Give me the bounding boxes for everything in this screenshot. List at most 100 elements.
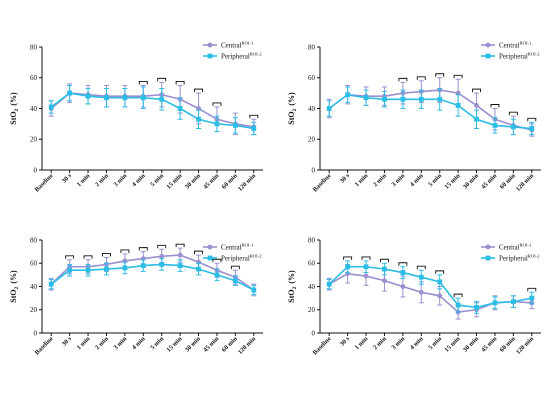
significance-bracket xyxy=(102,252,111,257)
legend-superscript: ROI-1 xyxy=(242,242,254,247)
significance-bracket xyxy=(398,262,408,266)
x-tick-label: 15 min xyxy=(443,172,461,190)
data-point-peripheral xyxy=(474,305,479,310)
y-axis-label: StO2 (%) xyxy=(9,270,20,303)
data-point-central xyxy=(400,284,406,289)
legend-name: Peripheral xyxy=(499,52,528,60)
significance-bracket xyxy=(65,255,75,259)
data-point-peripheral xyxy=(400,96,406,102)
x-tick-label: 120 min xyxy=(515,335,536,356)
x-tick-label: 15 min xyxy=(443,335,461,353)
x-tick-label: 45 min xyxy=(480,172,498,190)
x-tick-label: 5 min xyxy=(149,335,165,351)
series-central xyxy=(326,263,535,320)
significance-bracket xyxy=(380,258,389,263)
significance-bracket xyxy=(416,265,426,270)
significance-bracket xyxy=(212,258,222,263)
y-axis-label-sub: 2 xyxy=(292,108,298,111)
significance-bracket xyxy=(527,287,537,292)
data-point-peripheral xyxy=(104,266,109,272)
legend-superscript: ROI-2 xyxy=(528,51,540,56)
y-tick-label: 0 xyxy=(312,329,316,337)
x-tick-label: Baseline xyxy=(312,172,333,193)
data-point-peripheral xyxy=(382,96,387,102)
y-axis-label-unit: (%) xyxy=(287,270,296,286)
y-tick-label: 80 xyxy=(30,43,38,51)
legend-superscript: ROI-1 xyxy=(520,40,532,45)
x-tick-label: 4 min xyxy=(409,335,425,351)
significance-bracket xyxy=(120,249,130,253)
legend: CentralROI-1 PeripheralROI-2 xyxy=(203,40,262,60)
data-point-peripheral xyxy=(400,270,406,275)
x-tick-label: 5 min xyxy=(427,335,443,351)
data-point-peripheral xyxy=(67,267,73,273)
significance-bracket xyxy=(343,256,353,260)
x-tick-label: 3 min xyxy=(390,172,406,188)
data-point-peripheral xyxy=(196,116,201,122)
x-tick-label: 45 min xyxy=(202,172,220,190)
data-point-peripheral xyxy=(232,278,238,284)
legend-name: Peripheral xyxy=(499,254,528,262)
data-point-peripheral xyxy=(177,263,183,268)
series-peripheral xyxy=(48,258,257,296)
y-axis-label-main: StO xyxy=(287,289,296,302)
x-tick-label: 4 min xyxy=(131,335,147,351)
x-tick-label: 120 min xyxy=(237,335,258,356)
data-point-central xyxy=(474,103,479,108)
significance-bracket xyxy=(157,77,167,82)
x-tick-label: 1 min xyxy=(76,335,92,351)
data-point-peripheral xyxy=(363,264,369,270)
x-tick-label: 30 s xyxy=(339,335,352,348)
significance-bracket xyxy=(138,80,148,85)
legend-label-peripheral: PeripheralROI-2 xyxy=(221,253,262,262)
legend-marker-central xyxy=(207,42,213,48)
data-point-peripheral xyxy=(140,263,146,268)
significance-bracket xyxy=(212,102,222,106)
y-tick-label: 20 xyxy=(308,306,316,314)
x-tick-label: 120 min xyxy=(515,172,536,193)
x-tick-label: 2 min xyxy=(94,335,110,351)
data-point-peripheral xyxy=(529,126,535,131)
series-line-peripheral xyxy=(328,265,532,309)
data-point-peripheral xyxy=(455,103,461,108)
legend-marker-central xyxy=(207,244,213,250)
series-central xyxy=(326,77,535,137)
significance-bracket xyxy=(361,256,371,260)
data-point-peripheral xyxy=(140,95,146,101)
y-tick-label: 60 xyxy=(30,74,38,82)
data-point-peripheral xyxy=(67,90,73,96)
y-tick-label: 20 xyxy=(308,136,316,144)
significance-bracket xyxy=(194,88,203,93)
legend-label-central: CentralROI-1 xyxy=(221,40,254,49)
data-point-peripheral xyxy=(418,96,424,102)
legend-name: Central xyxy=(221,243,242,251)
x-tick-label: 4 min xyxy=(409,172,425,188)
data-point-peripheral xyxy=(326,281,332,287)
significance-bracket xyxy=(508,111,518,116)
y-axis-label-main: StO xyxy=(287,111,296,124)
significance-bracket xyxy=(453,293,463,298)
data-point-peripheral xyxy=(251,287,257,293)
data-point-peripheral xyxy=(177,106,183,111)
data-point-peripheral xyxy=(85,93,91,99)
y-tick-label: 0 xyxy=(34,329,38,337)
legend-label-peripheral: PeripheralROI-2 xyxy=(221,51,262,60)
legend-label-peripheral: PeripheralROI-2 xyxy=(499,51,540,60)
y-tick-label: 60 xyxy=(30,260,38,268)
x-tick-label: 120 min xyxy=(237,172,258,193)
x-tick-label: 1 min xyxy=(354,335,370,351)
series-line-peripheral xyxy=(50,92,254,130)
legend-name: Central xyxy=(499,243,520,251)
y-tick-label: 20 xyxy=(30,306,38,314)
data-point-peripheral xyxy=(382,266,387,272)
y-tick-label: 80 xyxy=(308,236,316,244)
y-axis-label-main: StO xyxy=(9,289,18,302)
significance-bracket xyxy=(416,76,426,80)
x-tick-label: 2 min xyxy=(372,335,388,351)
series-line-central xyxy=(328,89,532,131)
significance-bracket xyxy=(175,243,185,248)
x-tick-label: 15 min xyxy=(165,335,183,353)
